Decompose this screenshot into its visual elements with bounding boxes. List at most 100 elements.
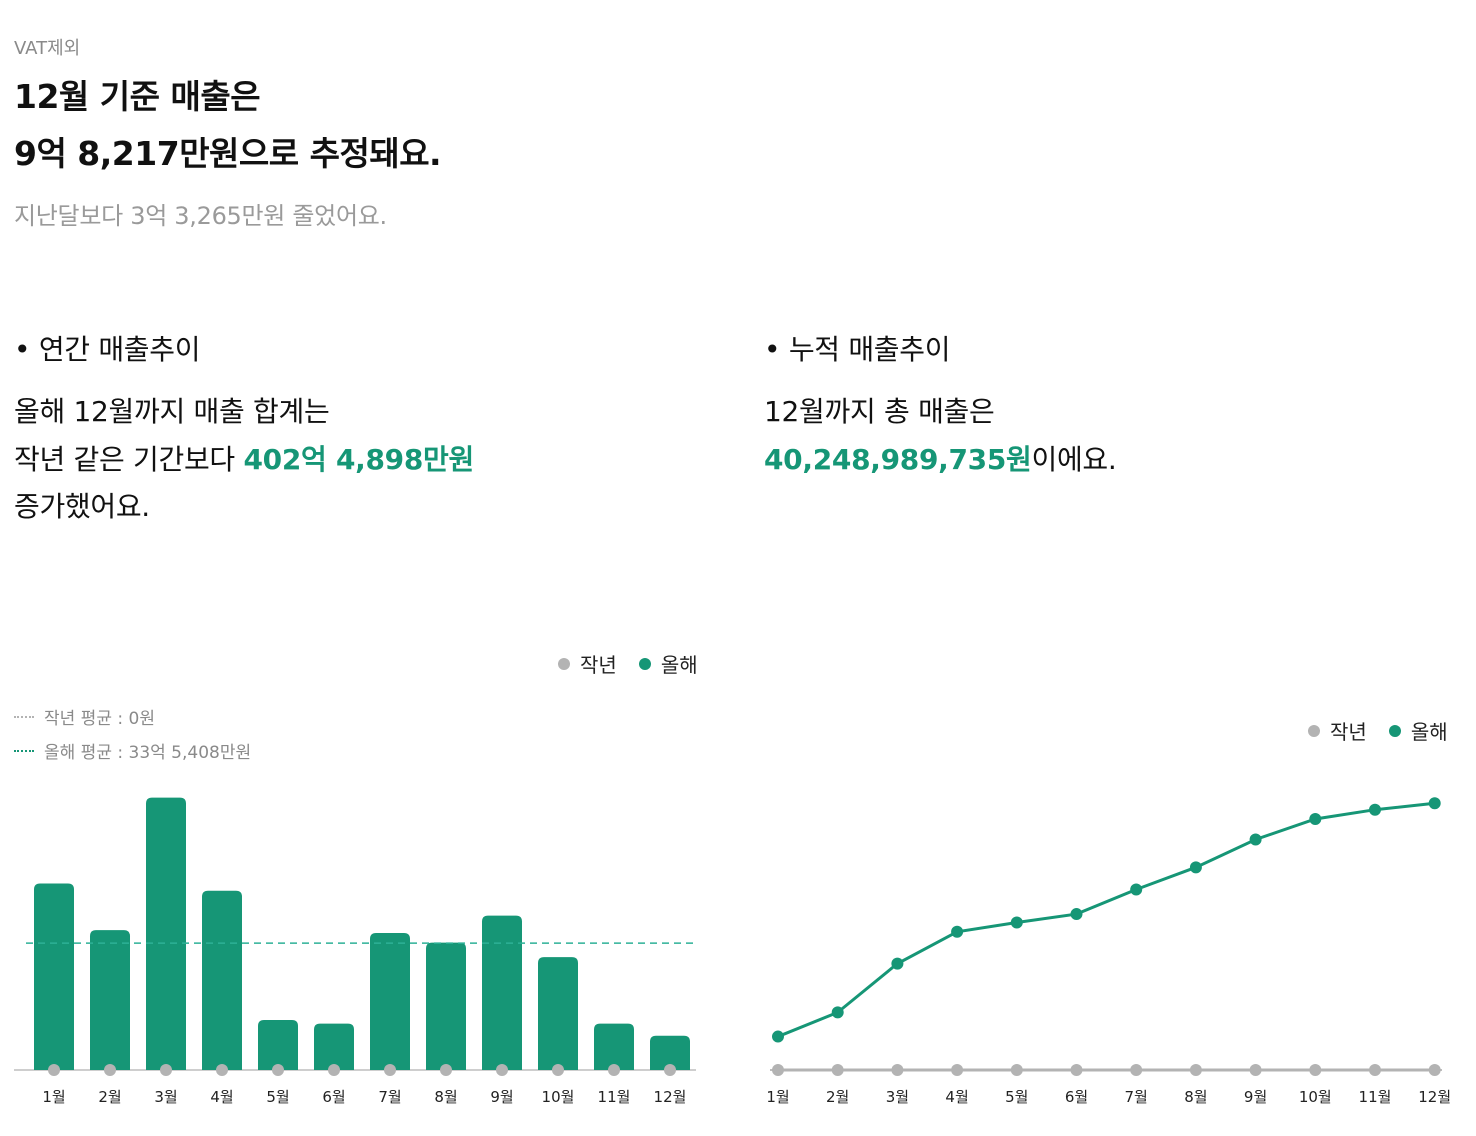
cumulative-summary-suffix: 이에요. (1031, 443, 1117, 476)
x-tick-label: 1월 (42, 1088, 65, 1106)
x-tick-label: 8월 (434, 1088, 457, 1106)
legend-last-year-dot (1308, 724, 1320, 737)
x-tick-label: 6월 (322, 1088, 345, 1106)
point-last-year (664, 1064, 676, 1076)
point-this-year (1010, 916, 1023, 929)
point-this-year (1369, 803, 1381, 816)
point-last-year (1070, 1064, 1083, 1076)
bar-this-year (90, 930, 130, 1070)
point-last-year (48, 1064, 60, 1076)
point-last-year (891, 1064, 904, 1076)
avg-this-year-line-icon (14, 749, 34, 752)
vat-label: VAT제외 (14, 38, 81, 59)
avg-last-year-text: 작년 평균 : 0원 (44, 709, 155, 729)
x-tick-label: 6월 (1065, 1088, 1088, 1106)
avg-last-year-line-icon (14, 715, 34, 718)
avg-this-year-text: 올해 평균 : 33억 5,408만원 (44, 743, 252, 763)
bar-this-year (482, 915, 522, 1070)
point-this-year (1070, 908, 1083, 921)
point-this-year (831, 1006, 844, 1019)
point-this-year (1249, 833, 1262, 846)
point-this-year (772, 1030, 784, 1043)
point-last-year (328, 1064, 340, 1076)
annual-bar-chart: 1월 2월 3월 4월 5월 6월 7월 8월 9월 10월 11월 12월 (14, 797, 696, 1106)
x-tick-label: 2월 (826, 1088, 849, 1106)
avg-last-year: 작년 평균 : 0원 (14, 704, 155, 729)
cumulative-section-title: • 누적 매출추이 (764, 333, 951, 366)
bar-this-year (258, 1020, 298, 1070)
bar-this-year (594, 1023, 634, 1070)
bar-this-year (426, 942, 466, 1070)
point-last-year (1189, 1064, 1202, 1076)
point-last-year (1130, 1064, 1143, 1076)
bar-this-year (314, 1023, 354, 1070)
bar-this-year (146, 797, 186, 1070)
point-last-year (1428, 1064, 1441, 1076)
bar-this-year (650, 1035, 690, 1070)
legend-this-year-label: 올해 (1410, 720, 1448, 744)
cumulative-chart-legend: 작년 올해 (1308, 716, 1448, 745)
legend-this-year-dot (638, 657, 651, 670)
annual-summary-line-2: 작년 같은 기간보다 402억 4,898만원 (14, 438, 474, 478)
bar-this-year (34, 883, 74, 1070)
x-tick-label: 3월 (154, 1088, 177, 1106)
point-last-year (831, 1064, 844, 1076)
point-last-year (1369, 1064, 1381, 1076)
point-last-year (104, 1064, 116, 1076)
legend-last-year-label: 작년 (1330, 720, 1367, 744)
point-last-year (951, 1064, 964, 1076)
point-this-year (1189, 861, 1202, 874)
legend-last-year-dot (558, 657, 570, 670)
annual-increase-amount: 402억 4,898만원 (243, 443, 474, 476)
x-tick-label: 12월 (1418, 1088, 1451, 1106)
annual-summary-prefix: 작년 같은 기간보다 (14, 443, 244, 476)
bar-this-year (538, 957, 578, 1070)
point-last-year (440, 1064, 452, 1076)
x-tick-label: 9월 (490, 1088, 513, 1106)
x-tick-label: 9월 (1244, 1088, 1267, 1106)
point-last-year (1249, 1064, 1262, 1076)
annual-section-title: • 연간 매출추이 (14, 333, 201, 366)
annual-summary-line-1: 올해 12월까지 매출 합계는 (14, 395, 330, 428)
legend-this-year-dot (1388, 724, 1401, 737)
x-tick-label: 5월 (1005, 1088, 1028, 1106)
x-tick-label: 12월 (654, 1088, 687, 1106)
avg-this-year: 올해 평균 : 33억 5,408만원 (14, 738, 251, 763)
x-tick-label: 1월 (766, 1088, 789, 1106)
point-this-year (1309, 812, 1322, 825)
annual-summary-line-3: 증가했어요. (14, 490, 150, 523)
x-tick-label: 3월 (886, 1088, 909, 1106)
x-tick-label: 4월 (945, 1088, 968, 1106)
legend-last-year-label: 작년 (580, 653, 617, 677)
x-tick-label: 5월 (266, 1088, 289, 1106)
x-tick-label: 11월 (1359, 1088, 1392, 1106)
headline-line-1: 12월 기준 매출은 (14, 77, 261, 116)
point-this-year (891, 957, 904, 970)
cumulative-line-chart: 1월 2월 3월 4월 5월 6월 7월 8월 9월 10월 11월 12월 (766, 797, 1451, 1106)
bar-this-year (202, 890, 242, 1070)
point-last-year (772, 1064, 784, 1076)
x-tick-label: 8월 (1184, 1088, 1207, 1106)
legend-this-year-label: 올해 (660, 653, 698, 677)
x-tick-label: 2월 (98, 1088, 121, 1106)
x-tick-label: 11월 (598, 1088, 631, 1106)
series-line-this-year (777, 801, 1435, 1038)
point-last-year (1010, 1064, 1023, 1076)
point-this-year (951, 925, 964, 938)
x-tick-label: 10월 (1299, 1088, 1332, 1106)
headline-line-2: 9억 8,217만원으로 추정돼요. (14, 134, 442, 173)
point-this-year (1130, 883, 1143, 896)
point-last-year (384, 1064, 396, 1076)
point-last-year (1309, 1064, 1322, 1076)
point-last-year (272, 1064, 284, 1076)
x-tick-label: 10월 (542, 1088, 575, 1106)
month-diff-text: 지난달보다 3억 3,265만원 줄었어요. (14, 202, 387, 230)
point-last-year (552, 1064, 564, 1076)
x-tick-label: 7월 (1125, 1088, 1148, 1106)
annual-chart-legend: 작년 올해 (558, 649, 698, 678)
cumulative-summary-line-1: 12월까지 총 매출은 (764, 395, 995, 428)
cumulative-total-amount: 40,248,989,735원 (764, 443, 1032, 476)
point-last-year (160, 1064, 172, 1076)
point-this-year (1428, 797, 1441, 810)
cumulative-summary-line-2: 40,248,989,735원이에요. (764, 438, 1117, 478)
